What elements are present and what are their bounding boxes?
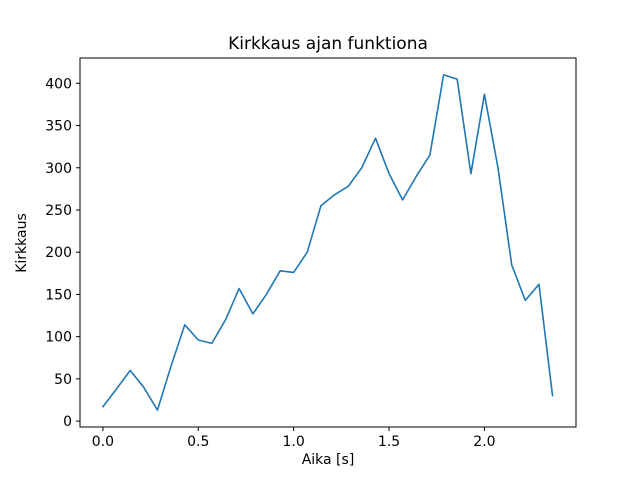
y-axis-label: Kirkkaus [14,213,30,273]
y-tick-label: 100 [45,330,72,346]
x-tick-label: 0.5 [187,434,209,450]
x-tick-label: 1.0 [283,434,305,450]
x-tick-label: 0.0 [92,434,114,450]
x-tick-label: 2.0 [473,434,495,450]
y-tick-label: 150 [45,287,72,303]
x-tick-label: 1.5 [378,434,400,450]
y-tick-label: 300 [45,161,72,177]
x-axis-label: Aika [s] [302,452,355,468]
y-tick-label: 350 [45,119,72,135]
y-tick-label: 250 [45,203,72,219]
y-tick-label: 50 [54,372,72,388]
chart-title: Kirkkaus ajan funktiona [228,34,428,54]
axes-spines [79,57,577,428]
y-tick-label: 0 [63,414,72,430]
plot-area: 0.0 0.5 1.0 1.5 2.0 0 50 100 150 200 250 300 350 400 [45,57,577,450]
data-series-line [102,74,554,411]
y-tick-label: 200 [45,245,72,261]
y-tick-label: 400 [45,76,72,92]
